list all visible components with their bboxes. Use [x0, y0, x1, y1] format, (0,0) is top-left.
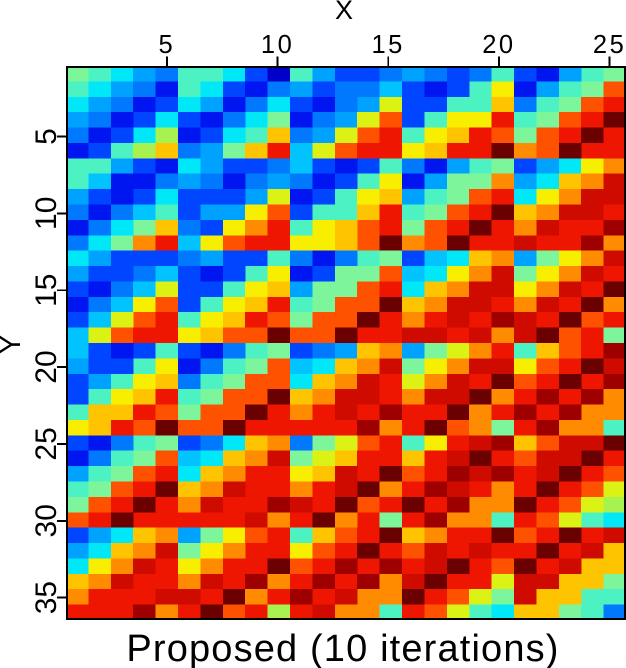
- svg-text:Y: Y: [0, 335, 27, 354]
- svg-text:X: X: [335, 0, 353, 25]
- svg-text:20: 20: [482, 31, 515, 59]
- svg-text:25: 25: [593, 31, 626, 59]
- svg-text:20: 20: [30, 350, 63, 383]
- svg-text:5: 5: [30, 128, 63, 145]
- svg-text:35: 35: [30, 581, 63, 614]
- svg-text:25: 25: [30, 427, 63, 460]
- svg-text:15: 15: [30, 274, 63, 307]
- svg-text:10: 10: [30, 197, 63, 230]
- svg-text:30: 30: [30, 504, 63, 537]
- svg-text:5: 5: [159, 31, 176, 59]
- svg-text:Proposed (10 iterations): Proposed (10 iterations): [126, 628, 559, 668]
- svg-text:15: 15: [372, 31, 405, 59]
- svg-text:10: 10: [261, 31, 294, 59]
